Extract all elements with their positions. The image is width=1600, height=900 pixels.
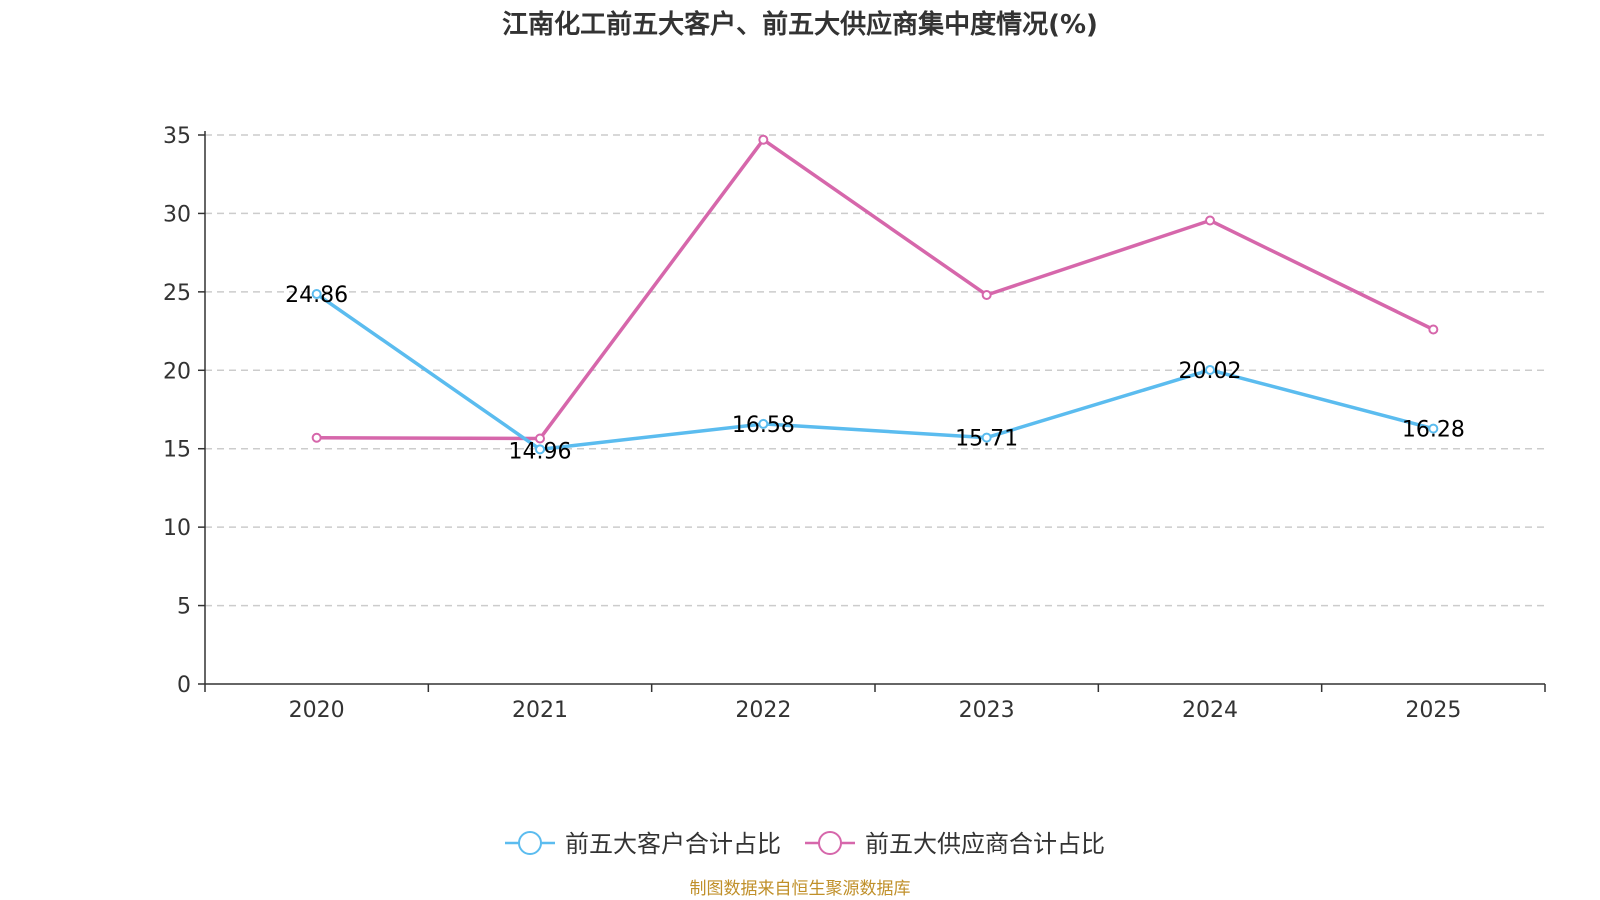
data-label: 20.02 [1179, 359, 1242, 384]
data-point-1 [1428, 324, 1439, 335]
data-label: 16.58 [732, 413, 795, 438]
legend-label: 前五大客户合计占比 [565, 830, 781, 858]
legend-marker [818, 831, 842, 855]
series-layer [311, 134, 1439, 455]
data-label: 14.96 [509, 439, 572, 464]
legend[interactable]: 前五大客户合计占比 前五大供应商合计占比 [505, 830, 1105, 858]
data-point-0 [311, 289, 322, 300]
y-tick-label: 25 [163, 281, 191, 306]
y-tick-label: 15 [163, 438, 191, 463]
grid [205, 134, 1545, 607]
data-point-0 [981, 432, 992, 443]
data-point-1 [1205, 215, 1215, 226]
data-point-0 [1205, 364, 1215, 375]
data-label: 15.71 [955, 427, 1018, 452]
y-tick-label: 10 [163, 516, 191, 541]
data-labels: 24.86 14.96 16.58 15.71 20.02 16.28 [285, 283, 1465, 464]
source-note: 制图数据来自恒生聚源数据库 [690, 879, 911, 899]
data-point-0 [1428, 423, 1439, 434]
y-tick-label: 20 [163, 359, 191, 384]
legend-item-1[interactable]: 前五大供应商合计占比 [805, 830, 1105, 858]
y-tick-label: 30 [163, 202, 191, 227]
data-point-1 [535, 433, 545, 444]
y-tick-label: 0 [177, 673, 191, 698]
y-tick-label: 35 [163, 124, 191, 149]
series-line-0 [315, 292, 1434, 452]
data-label: 16.28 [1402, 418, 1465, 443]
x-tick-label: 2024 [1182, 698, 1238, 723]
data-point-0 [535, 444, 545, 455]
legend-item-0[interactable]: 前五大客户合计占比 [505, 830, 781, 858]
y-tick-label: 5 [177, 595, 191, 620]
data-point-1 [981, 289, 992, 300]
legend-marker [518, 831, 542, 855]
x-tick-label: 2022 [735, 698, 791, 723]
legend-label: 前五大供应商合计占比 [865, 830, 1105, 858]
data-point-1 [311, 432, 322, 443]
data-point-0 [758, 418, 769, 429]
chart-title: 江南化工前五大客户、前五大供应商集中度情况(%) [502, 9, 1098, 40]
x-tick-label: 2023 [959, 698, 1015, 723]
data-point-1 [758, 134, 769, 145]
x-tick-label: 2020 [289, 698, 345, 723]
data-label: 24.86 [285, 283, 348, 308]
x-tick-label: 2025 [1405, 698, 1461, 723]
x-tick-label: 2021 [512, 698, 568, 723]
series-line-1 [316, 137, 1435, 441]
